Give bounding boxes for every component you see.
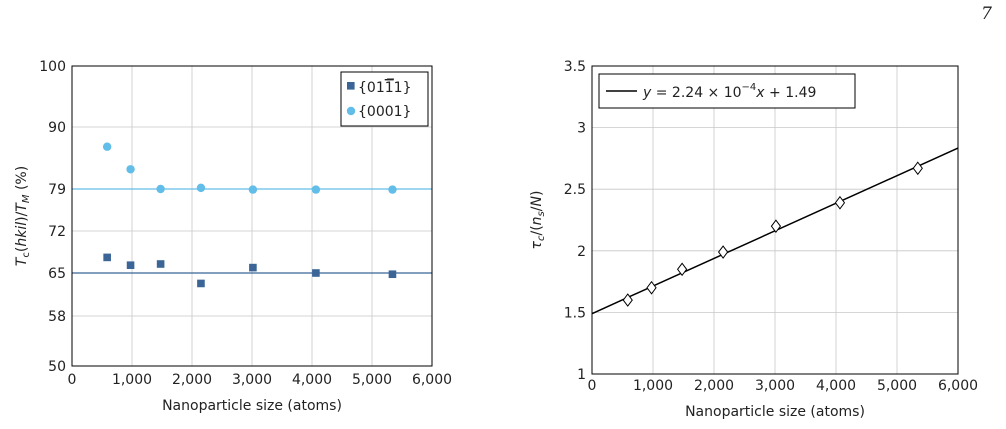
y-axis-label: τc/(ns/N) [529,191,547,250]
x-tick-label: 3,000 [755,378,795,394]
x-axis-label: Nanoparticle size (atoms) [685,404,865,420]
data-point-circle [156,184,165,194]
x-tick-label: 0 [588,378,597,394]
x-tick-label: 2,000 [172,372,212,388]
data-point-square [249,263,257,272]
data-point-square [156,260,165,268]
legend-label: y = 2.24 × 10−4x + 1.49 [642,82,816,101]
data-point-circle [248,185,258,194]
x-axis-label: Nanoparticle size (atoms) [162,398,342,414]
y-tick-label: 100 [39,59,66,75]
y-tick-label: 90 [48,120,66,136]
data-point-diamond [834,195,846,210]
y-axis-label: Tc(hkil)/TM (%) [14,166,32,266]
data-point-diamond [770,219,782,233]
plot-frame [591,65,959,375]
legend-label: {0111} [358,80,411,96]
y-tick-label: 3 [577,121,586,137]
data-point-diamond [676,262,688,277]
data-point-circle [311,185,321,194]
legend-box [340,71,429,127]
y-tick-label: 1.5 [564,305,586,321]
x-tick-label: 4,000 [816,378,856,394]
legend: y = 2.24 × 10−4x + 1.49 [598,73,856,109]
data-point-diamond [646,280,657,295]
legend-box [598,73,856,109]
data-point-square [312,269,320,277]
data-point-square [126,261,135,269]
y-tick-label: 50 [48,359,66,375]
data-point-diamond [717,245,729,259]
y-tick-label: 58 [48,309,66,325]
x-tick-label: 6,000 [412,372,452,388]
x-tick-label: 5,000 [352,372,392,388]
legend-marker-square [347,82,355,90]
legend: {0111} {0001} [340,71,429,127]
y-tick-label: 1 [577,367,586,383]
x-tick-label: 3,000 [232,372,272,388]
x-tick-label: 0 [68,372,77,388]
data-point-square [103,253,111,262]
data-point-diamond [622,293,633,307]
data-point-circle [126,165,135,174]
legend-marker-circle [346,106,356,116]
y-tick-label: 65 [48,266,66,282]
data-point-square [197,279,205,288]
legend-label: {0001} [358,104,411,120]
y-tick-label: 72 [48,224,66,240]
x-tick-label: 6,000 [938,378,978,394]
data-point-circle [388,185,397,194]
x-tick-label: 4,000 [292,372,332,388]
x-tick-label: 1,000 [112,372,152,388]
data-point-circle [102,142,112,151]
y-tick-label: 2 [577,244,586,260]
x-tick-label: 1,000 [633,378,673,394]
page-number: 7 [981,4,992,24]
data-point-diamond [912,161,923,176]
data-point-circle [196,183,206,193]
y-tick-label: 79 [48,182,66,198]
y-tick-label: 2.5 [564,182,586,198]
y-tick-label: 3.5 [564,59,586,75]
data-point-square [388,270,397,279]
x-tick-label: 5,000 [877,378,917,394]
plot-frame [71,65,433,367]
x-tick-label: 2,000 [694,378,734,394]
